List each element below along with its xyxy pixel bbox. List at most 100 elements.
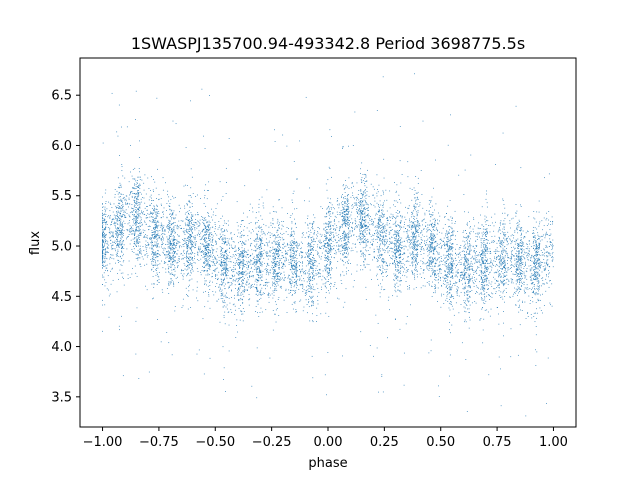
- data-point: [326, 208, 328, 210]
- data-point: [377, 255, 379, 257]
- data-point: [439, 215, 441, 217]
- data-point: [524, 287, 526, 289]
- data-point: [519, 271, 520, 273]
- data-point: [255, 266, 257, 268]
- data-point: [223, 257, 225, 259]
- data-point: [434, 218, 436, 220]
- data-point: [364, 185, 366, 187]
- data-point: [354, 228, 355, 230]
- data-point: [500, 291, 502, 293]
- data-point: [493, 240, 495, 241]
- data-point: [164, 262, 166, 264]
- data-point: [394, 275, 396, 277]
- data-point: [513, 235, 515, 236]
- data-point: [473, 217, 474, 219]
- data-point: [229, 284, 231, 286]
- data-point: [197, 226, 199, 227]
- data-point: [486, 269, 488, 271]
- data-point: [535, 252, 536, 254]
- data-point: [343, 274, 345, 276]
- data-point: [274, 276, 275, 277]
- data-point: [533, 266, 535, 268]
- data-point: [252, 211, 254, 213]
- data-point: [226, 264, 228, 266]
- data-point: [450, 216, 452, 218]
- data-point: [484, 244, 486, 246]
- data-point: [127, 274, 129, 276]
- data-point: [451, 238, 453, 240]
- data-point: [396, 260, 398, 262]
- data-point: [311, 300, 313, 302]
- data-point: [404, 245, 406, 247]
- data-point: [537, 252, 538, 253]
- data-point: [435, 220, 436, 222]
- data-point: [102, 235, 103, 237]
- data-point: [157, 240, 158, 242]
- data-point: [309, 261, 311, 263]
- data-point: [463, 288, 465, 290]
- data-point: [234, 262, 236, 264]
- data-point: [518, 311, 520, 313]
- data-point: [407, 235, 409, 237]
- data-point: [364, 258, 366, 260]
- data-point: [435, 274, 437, 276]
- data-point: [413, 261, 415, 263]
- data-point: [260, 283, 262, 285]
- data-point: [326, 229, 328, 231]
- data-point: [496, 264, 498, 266]
- data-point: [104, 229, 106, 231]
- data-point: [184, 264, 186, 266]
- data-point: [183, 185, 185, 187]
- data-point: [245, 283, 247, 285]
- data-point: [274, 301, 276, 303]
- data-point: [382, 224, 384, 226]
- data-point: [430, 243, 432, 244]
- data-point: [353, 196, 355, 198]
- data-point: [327, 247, 329, 249]
- data-point: [505, 267, 506, 269]
- data-point: [261, 274, 263, 276]
- data-point: [552, 259, 554, 261]
- data-point: [532, 236, 534, 238]
- data-point: [173, 269, 175, 271]
- data-point: [466, 237, 468, 239]
- data-point: [448, 299, 450, 300]
- data-point: [204, 270, 206, 271]
- data-point: [537, 245, 539, 247]
- data-point: [299, 271, 301, 272]
- data-point: [168, 238, 170, 240]
- data-point: [383, 240, 385, 242]
- data-point: [361, 221, 363, 223]
- data-point: [448, 255, 449, 257]
- data-point: [167, 268, 169, 270]
- data-point: [198, 248, 199, 249]
- data-point: [372, 244, 373, 245]
- data-point: [209, 257, 211, 259]
- data-point: [213, 294, 215, 296]
- data-point: [378, 252, 380, 254]
- data-point: [310, 261, 311, 262]
- data-point: [436, 260, 438, 262]
- data-point: [165, 248, 166, 250]
- data-point: [503, 274, 505, 276]
- data-point: [399, 284, 401, 286]
- data-point: [186, 266, 188, 267]
- data-point: [166, 210, 167, 211]
- data-point: [362, 219, 364, 220]
- data-point: [310, 280, 312, 282]
- data-point: [209, 232, 211, 234]
- data-point: [102, 264, 104, 266]
- data-point: [504, 283, 506, 285]
- data-point: [328, 245, 330, 247]
- data-point: [520, 228, 522, 230]
- data-point: [530, 257, 532, 259]
- data-point: [204, 266, 205, 268]
- data-point: [465, 260, 467, 261]
- data-point: [506, 274, 508, 276]
- data-point: [257, 254, 258, 256]
- data-point: [303, 273, 305, 275]
- data-point: [506, 271, 508, 273]
- data-point: [410, 229, 412, 230]
- data-point: [403, 240, 405, 242]
- data-point: [363, 265, 365, 267]
